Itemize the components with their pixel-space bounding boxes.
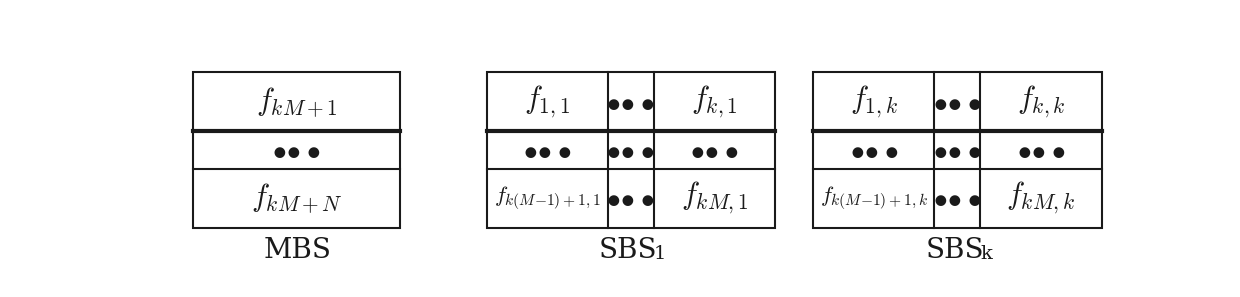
Text: $\bullet\!\bullet\!\bullet$: $\bullet\!\bullet\!\bullet$ [849,136,898,164]
Text: $f_{1,k}$: $f_{1,k}$ [849,84,898,120]
Text: $f_{k(M{-}1)+1,k}$: $f_{k(M{-}1)+1,k}$ [820,184,928,212]
Text: $\bullet\!\bullet\!\bullet$: $\bullet\!\bullet\!\bullet$ [606,88,655,116]
Text: $f_{kM,1}$: $f_{kM,1}$ [681,180,748,216]
Text: k: k [981,245,992,263]
Text: $f_{k,k}$: $f_{k,k}$ [1017,84,1065,120]
Text: $\bullet\!\bullet\!\bullet$: $\bullet\!\bullet\!\bullet$ [934,88,982,116]
Text: $f_{kM,k}$: $f_{kM,k}$ [1007,180,1076,216]
Bar [193,72,401,228]
Text: $f_{1,1}$: $f_{1,1}$ [525,84,570,120]
Text: $f_{k,1}$: $f_{k,1}$ [691,84,738,120]
Text: $\bullet\!\bullet\!\bullet$: $\bullet\!\bullet\!\bullet$ [1017,136,1065,164]
Bar [486,72,775,228]
Text: SBS: SBS [925,237,983,264]
Text: $\bullet\!\bullet\!\bullet$: $\bullet\!\bullet\!\bullet$ [689,136,739,164]
Text: $f_{kM+1}$: $f_{kM+1}$ [255,85,337,119]
Text: 1: 1 [653,245,666,263]
Text: $f_{k(M{-}1)+1,1}$: $f_{k(M{-}1)+1,1}$ [494,184,600,212]
Text: SBS: SBS [599,237,657,264]
Text: MBS: MBS [263,237,331,264]
Text: $f_{kM+N}$: $f_{kM+N}$ [250,181,342,215]
Text: $\bullet\!\bullet\!\bullet$: $\bullet\!\bullet\!\bullet$ [934,184,982,212]
Text: $\bullet\!\bullet\!\bullet$: $\bullet\!\bullet\!\bullet$ [523,136,572,164]
Text: $\bullet\!\bullet\!\bullet$: $\bullet\!\bullet\!\bullet$ [934,136,982,164]
Text: $\bullet\!\bullet\!\bullet$: $\bullet\!\bullet\!\bullet$ [606,184,655,212]
Bar [813,72,1101,228]
Text: $\bullet\!\bullet\!\bullet$: $\bullet\!\bullet\!\bullet$ [273,136,321,164]
Text: $\bullet\!\bullet\!\bullet$: $\bullet\!\bullet\!\bullet$ [606,136,655,164]
